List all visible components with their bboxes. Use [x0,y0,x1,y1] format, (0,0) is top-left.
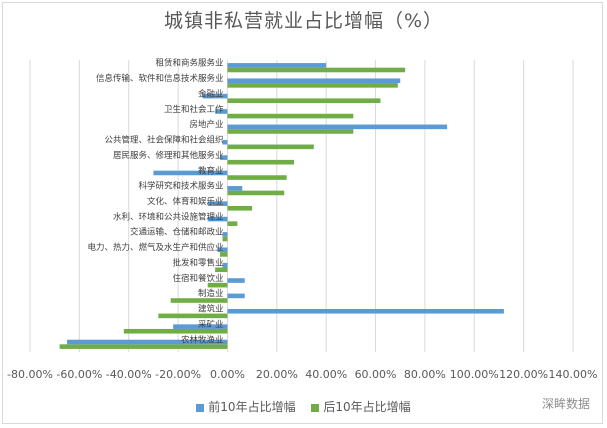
category-label: 采矿业 [198,319,224,330]
bar-series-1 [207,216,228,222]
watermark: 深眸数据 [538,394,593,413]
bar-series-2 [227,129,354,134]
x-tick-label: 20.00% [256,368,298,381]
legend-label-series-1: 前10年占比增幅 [208,400,296,414]
x-tick-label: -80.00% [7,368,53,381]
bar-series-1 [222,232,228,237]
category-label: 金融业 [198,88,224,99]
bar-series-2 [170,298,228,303]
bar-series-1 [207,201,228,206]
category-label: 信息传输、软件和信息技术服务业 [96,73,224,84]
category-label: 租赁和商务服务业 [155,58,223,69]
legend: 前10年占比增幅 后10年占比增幅 [0,398,607,415]
x-tick-label: 80.00% [404,368,446,381]
bar-series-2 [227,159,295,165]
bar-series-1 [227,78,401,84]
bar-series-1 [227,308,504,314]
legend-swatch-series-2 [311,403,320,412]
bar-series-2 [222,236,228,242]
legend-item-series-1: 前10年占比增幅 [196,398,296,415]
x-tick-label: 0.00% [210,368,245,381]
bar-series-2 [227,221,238,226]
bar-series-2 [220,252,228,257]
category-label: 卫生和社会工作 [164,104,224,115]
bar-series-1 [222,139,228,145]
bar-series-1 [215,109,228,114]
category-label: 制造业 [198,288,224,299]
x-tick-label: -20.00% [155,368,201,381]
bar-series-1 [227,293,245,299]
bar-series-2 [227,190,285,196]
bar-series-1 [220,155,228,160]
legend-label-series-2: 后10年占比增幅 [323,400,411,414]
bar-series-2 [123,328,228,334]
bar-series-2 [227,144,314,150]
x-tick-labels: -80.00% -60.00% -40.00% -20.00% 0.00% 20.00% 4… [7,368,597,381]
x-tick-label: -40.00% [106,368,152,381]
legend-swatch-series-1 [196,403,205,412]
bar-series-1 [67,339,228,345]
category-label: 农林牧渔业 [181,334,224,345]
category-label: 电力、热力、燃气及水生产和供应业 [87,242,223,253]
bar-series-2 [227,98,381,104]
x-tick-label: 120.00% [499,368,548,381]
bar-series-1 [227,278,245,283]
category-label: 科学研究和技术服务业 [138,181,223,192]
bars [59,63,504,349]
category-label: 建筑业 [198,304,224,315]
bar-series-2 [227,113,354,119]
bar-series-2 [59,344,228,349]
bar-series-2 [227,206,253,211]
x-tick-label: -60.00% [56,368,102,381]
x-tick-label: 100.00% [450,368,499,381]
category-label: 批发和零售业 [172,257,223,268]
category-labels: 租赁和商务服务业信息传输、软件和信息技术服务业金融业卫生和社会工作房地产业公共管… [87,58,224,346]
x-tick-label: 60.00% [355,368,397,381]
bar-series-1 [153,170,228,176]
gridlines [29,60,574,352]
category-label: 房地产业 [189,119,223,130]
bar-series-2 [215,267,228,273]
bar-series-1 [227,124,448,130]
legend-item-series-2: 后10年占比增幅 [311,398,411,415]
category-label: 交通运输、仓储和邮政业 [130,227,224,238]
x-tick-label: 40.00% [305,368,347,381]
bar-series-1 [217,247,228,253]
bar-series-2 [207,282,228,288]
bar-series-1 [202,93,228,99]
bar-series-2 [227,67,406,73]
category-label: 居民服务、修理和其他服务业 [113,150,224,161]
category-label: 文化、体育和娱乐业 [147,196,224,207]
bar-series-1 [222,262,228,268]
category-label: 教育业 [198,165,224,176]
bar-series-2 [227,175,287,180]
chart-title: 城镇非私营就业占比增幅（%） [163,10,444,32]
category-label: 住宿和餐饮业 [172,273,223,284]
chart-frame [2,2,603,424]
bar-series-1 [173,324,228,329]
bar-series-1 [227,63,327,68]
category-label: 公共管理、社会保障和社会组织 [104,135,223,146]
category-label: 水利、环境和公共设施管理业 [113,211,224,222]
x-tick-label: 140.00% [549,368,598,381]
bar-series-1 [227,186,243,191]
bar-series-2 [158,313,228,319]
bar-series-2 [227,83,398,88]
